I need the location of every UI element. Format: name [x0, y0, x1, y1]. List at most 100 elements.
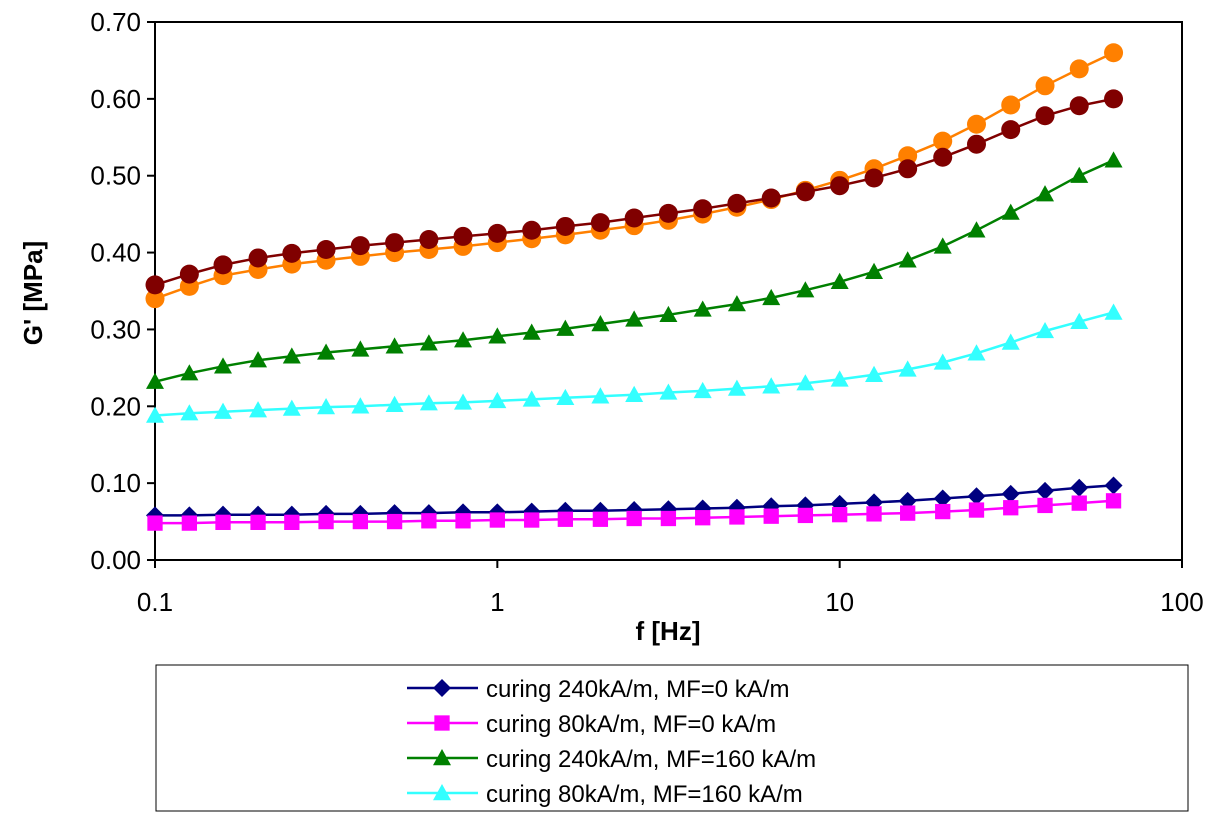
y-tick-label: 0.00 — [90, 545, 141, 575]
data-point — [453, 226, 473, 246]
data-point — [282, 347, 301, 364]
data-point — [454, 393, 473, 410]
legend-label: curing 80kA/m, MF=0 kA/m — [486, 711, 776, 738]
data-point — [419, 334, 438, 351]
data-point — [832, 507, 848, 523]
data-point — [761, 188, 781, 208]
legend-entry: curing 240kA/m, MF=0 kA/m — [407, 676, 789, 703]
x-tick-label: 100 — [1160, 587, 1203, 617]
data-point — [967, 221, 986, 238]
data-point — [796, 281, 815, 298]
data-point — [385, 337, 404, 354]
data-point — [284, 514, 300, 530]
data-point — [1104, 43, 1124, 63]
data-point — [180, 404, 199, 421]
data-point — [968, 502, 985, 518]
data-point — [762, 377, 781, 394]
data-point — [318, 513, 334, 530]
x-tick-label: 0.1 — [137, 587, 173, 617]
data-point — [898, 146, 918, 166]
data-point — [282, 243, 302, 263]
data-point — [624, 208, 644, 228]
data-point — [830, 370, 849, 387]
data-point — [625, 385, 644, 402]
data-point — [249, 401, 268, 418]
data-point — [249, 351, 268, 368]
data-point — [830, 176, 850, 196]
data-point — [316, 239, 336, 259]
data-point — [145, 289, 165, 309]
data-point — [625, 310, 644, 327]
data-point — [214, 357, 233, 374]
data-point — [762, 288, 781, 306]
data-point — [727, 193, 747, 213]
legend-entry: curing 80kA/m, MF=0 kA/m — [407, 711, 776, 738]
data-point — [933, 489, 952, 508]
legend-label: curing 240kA/m, MF=160 kA/m — [486, 746, 816, 773]
data-point — [489, 512, 505, 528]
data-point — [555, 216, 575, 236]
data-point — [385, 233, 405, 253]
axis-ticks: 0.00 0.10 0.20 0.30 0.40 0.50 0.60 0.70 0.1 1 10 10… — [90, 7, 1203, 617]
y-tick-label: 0.50 — [90, 161, 141, 191]
x-tick-label: 1 — [490, 587, 504, 617]
data-point — [591, 387, 610, 404]
data-point — [317, 398, 336, 415]
data-point — [866, 506, 882, 522]
data-point — [215, 514, 231, 530]
data-point — [1001, 120, 1021, 140]
series-line — [154, 159, 1115, 383]
data-point — [659, 383, 678, 400]
legend-marker — [433, 784, 451, 801]
data-point — [864, 168, 884, 188]
y-tick-label: 0.30 — [90, 314, 141, 344]
data-point — [147, 515, 163, 531]
data-point — [385, 395, 404, 412]
data-point — [591, 315, 610, 332]
data-point — [967, 487, 986, 506]
data-point — [454, 331, 473, 348]
y-tick-label: 0.70 — [90, 7, 141, 37]
data-point — [488, 327, 507, 344]
data-point — [1104, 151, 1123, 168]
data-point — [967, 344, 986, 361]
data-point — [1071, 495, 1087, 511]
data-point — [488, 391, 507, 409]
data-point — [727, 295, 746, 312]
data-point — [522, 502, 541, 521]
y-tick-label: 0.10 — [90, 468, 141, 498]
data-point — [898, 360, 917, 377]
data-point — [1070, 166, 1089, 183]
legend-entry: curing 240kA/m, MF=160 kA/m — [407, 746, 816, 773]
data-point — [524, 512, 540, 528]
data-point — [556, 319, 575, 336]
data-point — [1070, 312, 1089, 329]
data-point — [487, 223, 507, 243]
data-point — [1104, 303, 1123, 320]
data-point — [898, 251, 917, 268]
data-point — [214, 402, 233, 419]
data-point — [386, 513, 403, 530]
data-point — [352, 513, 369, 530]
data-point — [693, 199, 713, 219]
data-point — [796, 374, 815, 391]
data-point — [796, 496, 815, 515]
data-point — [146, 372, 164, 389]
data-point — [522, 323, 541, 340]
data-point — [1070, 478, 1089, 497]
x-axis-title: f [Hz] — [636, 616, 701, 646]
data-point — [1036, 321, 1055, 339]
data-point — [179, 264, 199, 284]
data-point — [966, 134, 986, 154]
data-point — [1069, 59, 1089, 79]
data-point — [455, 513, 471, 529]
data-point — [693, 499, 712, 518]
data-point — [419, 230, 439, 250]
data-point — [865, 262, 884, 279]
series-1 — [147, 493, 1122, 531]
data-point — [797, 507, 814, 524]
y-tick-label: 0.60 — [90, 84, 141, 114]
data-point — [556, 388, 575, 406]
legend-marker — [433, 749, 451, 766]
